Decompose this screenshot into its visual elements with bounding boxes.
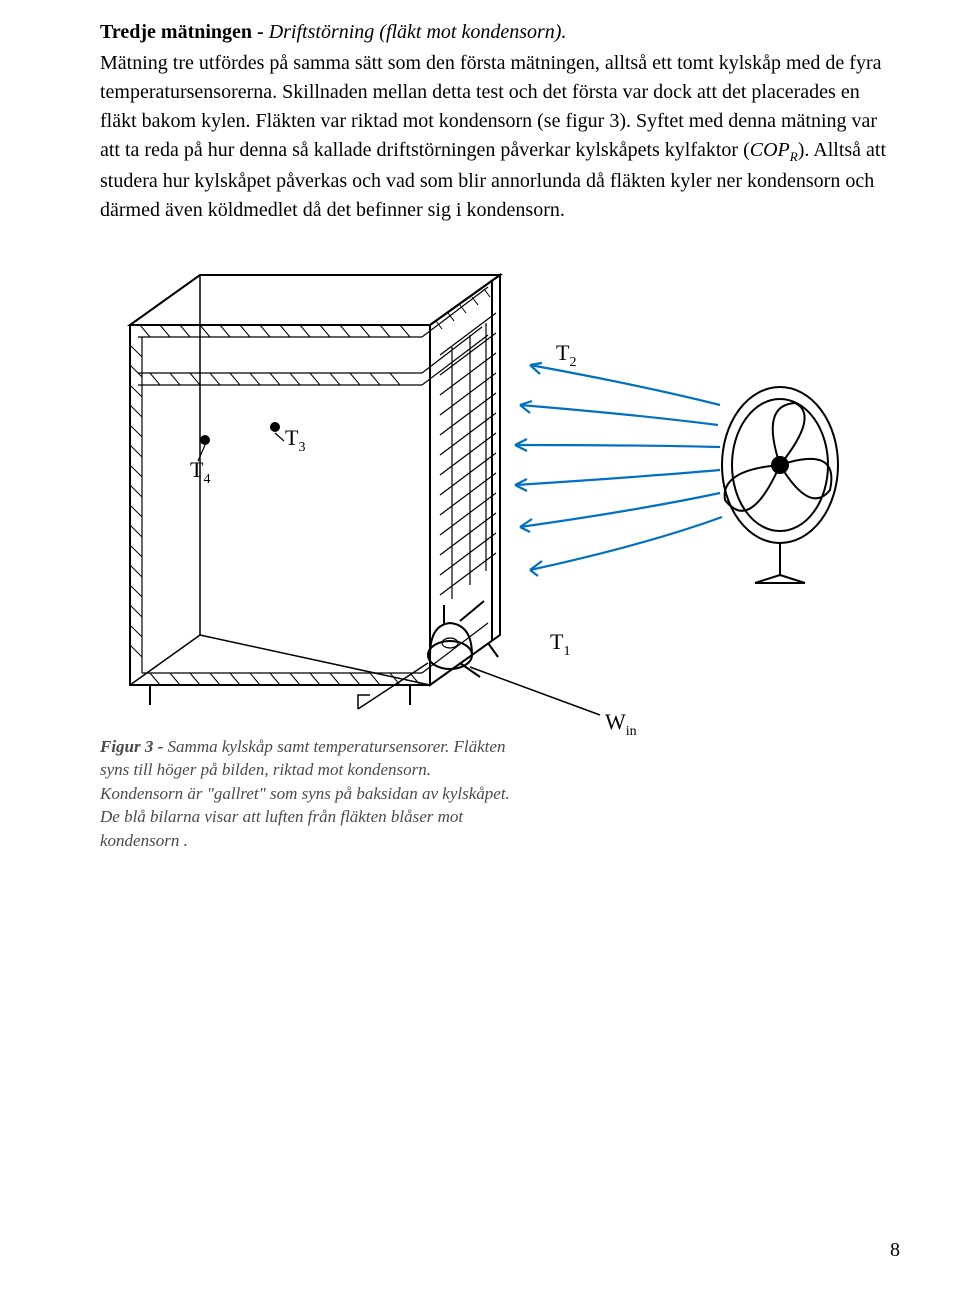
air-flow-lines <box>515 363 722 576</box>
label-win: Win <box>605 709 637 739</box>
fan-icon <box>722 387 838 583</box>
condenser-grill <box>440 313 496 599</box>
page: Tredje mätningen - Driftstörning (fläkt … <box>0 0 960 1292</box>
page-number: 8 <box>890 1239 900 1262</box>
section-heading: Tredje mätningen - Driftstörning (fläkt … <box>100 18 900 47</box>
cop-variable: COP <box>750 139 790 161</box>
sensor-leaders <box>198 433 284 461</box>
win-leader <box>470 667 600 715</box>
body-paragraph: Mätning tre utfördes på samma sätt som d… <box>100 49 900 225</box>
caption-lead: Figur 3 - <box>100 737 163 756</box>
cop-subscript: R <box>790 149 798 164</box>
heading-italic: Driftstörning (fläkt mot kondensorn). <box>264 21 567 43</box>
label-t2: T2 <box>556 340 576 370</box>
figure-caption: Figur 3 - Samma kylskåp samt temperaturs… <box>100 735 510 852</box>
sensor-dots <box>200 422 280 445</box>
compressor <box>358 601 484 709</box>
heading-bold: Tredje mätningen - <box>100 21 264 43</box>
label-t3: T3 <box>285 425 305 455</box>
figure-3: T2 T3 T4 T1 Win Figur 3 - Samma kylskåp … <box>100 265 900 905</box>
label-t1: T1 <box>550 629 570 659</box>
figure-labels: T2 T3 T4 T1 Win <box>190 340 637 739</box>
